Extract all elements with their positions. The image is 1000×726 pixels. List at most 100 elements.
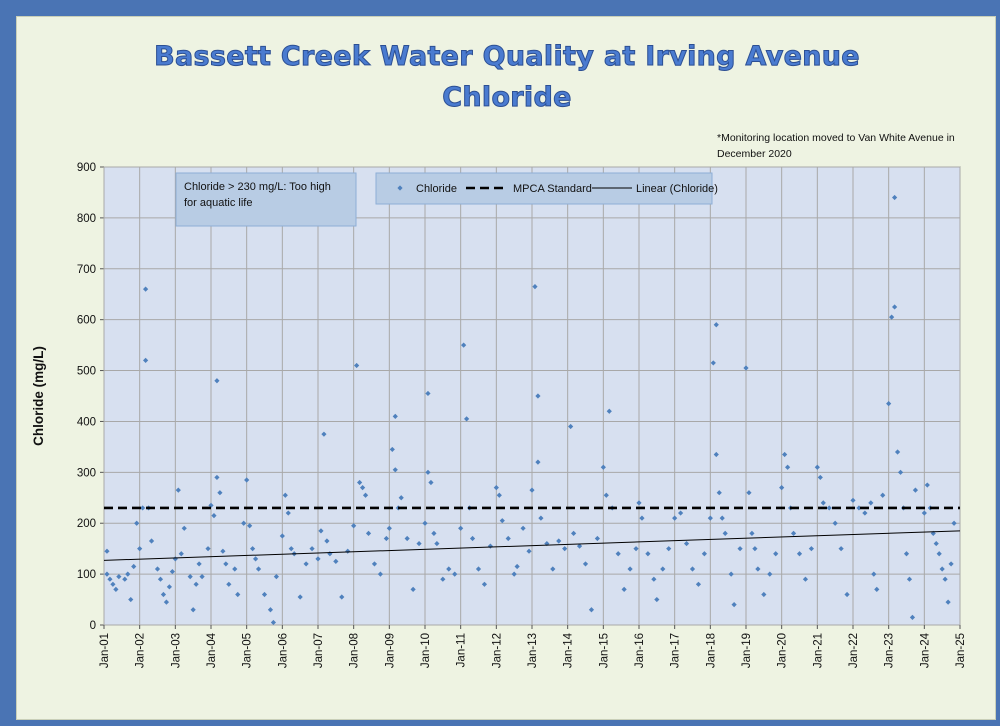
chloride-point — [790, 530, 797, 536]
chloride-point — [386, 525, 392, 531]
chloride-point — [377, 571, 384, 577]
chloride-point — [636, 500, 642, 506]
chloride-point — [208, 502, 214, 509]
chloride-point — [181, 525, 187, 531]
chloride-point — [252, 556, 259, 562]
y-tick-label: 300 — [77, 467, 96, 479]
chloride-point — [134, 520, 140, 526]
chloride-point — [428, 479, 434, 486]
chloride-point — [116, 574, 122, 580]
x-tick-label: Jan-22 — [848, 633, 860, 668]
legend-label-mpca: MPCA Standard — [513, 183, 592, 195]
chloride-point — [410, 586, 416, 592]
chloride-point — [892, 304, 898, 310]
chloride-point — [178, 551, 184, 557]
chloride-point — [434, 540, 440, 547]
chloride-point — [874, 586, 880, 592]
chloride-point — [594, 535, 600, 542]
chloride-point — [398, 495, 404, 501]
chloride-point — [701, 551, 707, 557]
x-tick-label: Jan-16 — [634, 633, 646, 668]
chloride-point — [582, 561, 589, 567]
chloride-point — [639, 515, 645, 521]
x-tick-label: Jan-04 — [206, 632, 218, 668]
chloride-point — [318, 528, 324, 534]
x-tick-label: Jan-14 — [563, 632, 575, 668]
y-tick-label: 500 — [77, 366, 96, 378]
chloride-point — [315, 556, 321, 562]
chloride-point — [862, 510, 868, 516]
chloride-point — [469, 535, 476, 542]
x-tick-label: Jan-19 — [741, 633, 753, 668]
x-tick-label: Jan-06 — [277, 633, 289, 668]
chloride-point — [425, 469, 431, 475]
chloride-point — [154, 566, 161, 572]
chloride-point — [600, 464, 606, 470]
chloride-point — [190, 607, 196, 613]
chloride-point — [695, 581, 702, 587]
chloride-point — [651, 576, 657, 582]
chloride-point — [939, 566, 945, 572]
chloride-point — [425, 390, 431, 397]
chloride-point — [576, 543, 583, 549]
chloride-point — [894, 449, 901, 455]
gridlines — [100, 166, 961, 629]
chloride-point — [814, 464, 820, 470]
chloride-point — [113, 586, 119, 592]
chloride-point — [267, 607, 274, 613]
annotation-line-1: Chloride > 230 mg/L: Too high — [184, 181, 331, 193]
chloride-point — [621, 586, 627, 592]
x-tick-label: Jan-02 — [135, 633, 147, 668]
chloride-point — [820, 500, 826, 506]
x-tick-label: Jan-17 — [670, 633, 682, 668]
chloride-point — [452, 571, 458, 577]
chloride-points — [104, 194, 957, 626]
chloride-point — [175, 487, 181, 493]
chloride-point — [223, 561, 229, 567]
chloride-point — [948, 561, 954, 567]
chloride-point — [951, 520, 957, 526]
chloride-point — [389, 446, 395, 453]
x-axis-ticks: Jan-01 Jan-02 Jan-03 Jan-04 Jan-05 Jan-06 Jan-… — [99, 632, 967, 668]
chloride-point — [755, 566, 761, 572]
chloride-point — [169, 568, 175, 575]
chloride-point — [514, 563, 520, 570]
chloride-point — [481, 581, 488, 587]
chloride-point — [339, 594, 345, 600]
chloride-point — [683, 540, 690, 547]
chloride-point — [371, 561, 378, 567]
chloride-point — [270, 619, 277, 626]
chloride-point — [140, 505, 146, 511]
chloride-point — [226, 581, 232, 587]
chloride-point — [288, 546, 294, 552]
chloride-point — [241, 520, 247, 526]
chloride-point — [529, 487, 535, 493]
chloride-point — [912, 487, 919, 493]
chloride-point — [606, 408, 612, 414]
chloride-point — [148, 538, 155, 544]
chloride-point — [526, 548, 532, 554]
chloride-point — [505, 535, 511, 542]
chloride-point — [273, 574, 279, 580]
chloride-point — [802, 576, 809, 582]
x-tick-label: Jan-05 — [242, 633, 254, 668]
chloride-point — [309, 546, 315, 552]
x-tick-label: Jan-10 — [420, 633, 432, 668]
y-tick-label: 800 — [77, 213, 96, 225]
chloride-point — [719, 515, 725, 521]
chloride-point — [826, 505, 832, 511]
legend-label-linear: Linear (Chloride) — [636, 183, 718, 195]
chloride-point — [535, 459, 541, 465]
x-tick-label: Jan-15 — [598, 633, 610, 668]
chloride-point — [737, 546, 743, 552]
chart-title: Bassett Creek Water Quality at Irving Av… — [154, 41, 861, 73]
chloride-point — [520, 525, 526, 531]
chloride-point — [689, 566, 696, 572]
chloride-point — [137, 546, 143, 552]
chloride-point — [796, 551, 803, 557]
y-axis-ticks: 0 100 200 300 400 500 600 700 800 900 — [77, 162, 96, 632]
x-tick-label: Jan-20 — [777, 633, 789, 668]
chloride-point — [392, 467, 398, 473]
chloride-point — [279, 533, 285, 539]
